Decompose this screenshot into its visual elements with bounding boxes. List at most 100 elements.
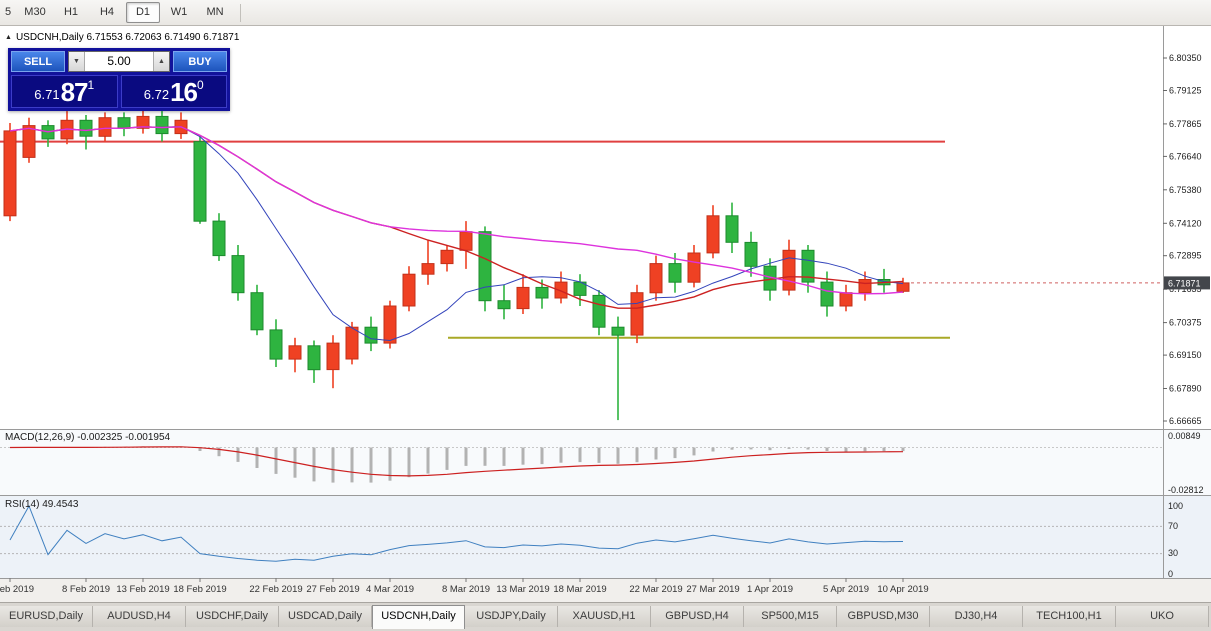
price-axis-label: 6.70375 bbox=[1169, 318, 1202, 328]
date-axis-label: 27 Mar 2019 bbox=[686, 584, 739, 595]
macd-signal-line bbox=[9, 446, 904, 477]
rsi-axis-label: 100 bbox=[1168, 501, 1183, 511]
price-axis-label: 6.76640 bbox=[1169, 151, 1202, 161]
chart-tab-xauusd-h1[interactable]: XAUUSD,H1 bbox=[558, 606, 651, 627]
date-axis-label: 1 Apr 2019 bbox=[747, 584, 793, 595]
macd-pane bbox=[0, 430, 1211, 496]
candle-body bbox=[592, 294, 606, 328]
current-price-tag bbox=[1164, 276, 1210, 290]
chart-tab-gbpusd-m30[interactable]: GBPUSD,M30 bbox=[837, 606, 930, 627]
date-axis-label: 4 Feb 2019 bbox=[0, 584, 34, 595]
date-axis-label: 22 Feb 2019 bbox=[249, 584, 302, 595]
price-axis-label: 6.77865 bbox=[1169, 119, 1202, 129]
candle-body bbox=[820, 281, 834, 307]
timeframe-m30[interactable]: M30 bbox=[24, 6, 46, 18]
macd-axis-label: -0.02812 bbox=[1168, 485, 1204, 495]
one-click-trading-panel: SELL ▼ 5.00 ▲ BUY 6.71 87 1 6.72 16 0 bbox=[8, 48, 230, 111]
timeframe-w1[interactable]: W1 bbox=[170, 6, 188, 18]
candle-body bbox=[535, 286, 549, 299]
collapse-triangle-icon: ▲ bbox=[5, 33, 12, 41]
candle-body bbox=[193, 141, 207, 222]
moving-average-line bbox=[9, 126, 904, 295]
chart-tab-usdjpy-daily[interactable]: USDJPY,Daily bbox=[465, 606, 558, 627]
chart-tab-usdcad-daily[interactable]: USDCAD,Daily bbox=[279, 606, 372, 627]
candle-body bbox=[858, 279, 872, 294]
candle-body bbox=[782, 249, 796, 291]
date-axis-label: 8 Feb 2019 bbox=[62, 584, 110, 595]
chart-tab-usdchf-daily[interactable]: USDCHF,Daily bbox=[186, 606, 279, 627]
time-axis-strip bbox=[0, 578, 1211, 602]
chart-tab-audusd-h4[interactable]: AUDUSD,H4 bbox=[93, 606, 186, 627]
rsi-line bbox=[9, 504, 904, 562]
candle-body bbox=[307, 345, 321, 371]
candle-body bbox=[117, 117, 131, 129]
price-axis-label: 6.66665 bbox=[1169, 416, 1202, 426]
ask-price-quote[interactable]: 6.72 16 0 bbox=[120, 75, 227, 108]
timeframe-h1[interactable]: H1 bbox=[63, 6, 79, 18]
timeframe-toolbar: 5 M30 H1 H4 D1 W1 MN bbox=[0, 0, 1211, 26]
candle-body bbox=[22, 125, 36, 158]
chart-tab-sp500-m15[interactable]: SP500,M15 bbox=[744, 606, 837, 627]
date-axis-label: 10 Apr 2019 bbox=[877, 584, 928, 595]
chart-tab-eurusd-daily[interactable]: EURUSD,Daily bbox=[0, 606, 93, 627]
candle-body bbox=[136, 115, 150, 129]
buy-button[interactable]: BUY bbox=[173, 51, 227, 72]
volume-increase-icon[interactable]: ▲ bbox=[153, 52, 169, 71]
candle-body bbox=[687, 252, 701, 283]
sell-button[interactable]: SELL bbox=[11, 51, 65, 72]
date-axis-label: 13 Feb 2019 bbox=[116, 584, 169, 595]
candle-body bbox=[421, 263, 435, 275]
candle-body bbox=[725, 215, 739, 243]
candle-body bbox=[212, 220, 226, 257]
date-axis-label: 13 Mar 2019 bbox=[496, 584, 549, 595]
macd-axis-label: 0.00849 bbox=[1168, 431, 1201, 441]
volume-spinner: ▼ 5.00 ▲ bbox=[68, 51, 170, 72]
date-axis-label: 27 Feb 2019 bbox=[306, 584, 359, 595]
toolbar-separator bbox=[240, 3, 241, 22]
candle-body bbox=[668, 263, 682, 283]
candle-body bbox=[3, 130, 17, 217]
candle-body bbox=[364, 326, 378, 344]
timeframe-h4[interactable]: H4 bbox=[99, 6, 115, 18]
price-axis-label: 6.80350 bbox=[1169, 53, 1202, 63]
candle-body bbox=[649, 263, 663, 294]
symbol-ohlc-text: USDCNH,Daily 6.71553 6.72063 6.71490 6.7… bbox=[15, 32, 240, 43]
rsi-pane bbox=[0, 496, 1211, 578]
price-axis-label: 6.69150 bbox=[1169, 350, 1202, 360]
date-axis-label: 18 Feb 2019 bbox=[173, 584, 226, 595]
chart-canvas[interactable]: 0.00849 -0.02812 100 70 30 0 6.80350 6.79125 6.7… bbox=[0, 26, 1211, 602]
candle-body bbox=[478, 231, 492, 302]
candle-body bbox=[554, 281, 568, 299]
candle-body bbox=[231, 255, 245, 294]
candle-body bbox=[706, 215, 720, 254]
price-axis-label: 6.75380 bbox=[1169, 185, 1202, 195]
chart-title: ▲ USDCNH,Daily 6.71553 6.72063 6.71490 6… bbox=[5, 32, 239, 43]
chart-tab-gbpusd-h4[interactable]: GBPUSD,H4 bbox=[651, 606, 744, 627]
bid-price-quote[interactable]: 6.71 87 1 bbox=[11, 75, 118, 108]
timeframe-m5[interactable]: 5 bbox=[4, 6, 12, 18]
volume-input[interactable]: 5.00 bbox=[107, 54, 131, 68]
volume-decrease-icon[interactable]: ▼ bbox=[69, 52, 85, 71]
bid-price-prefix: 6.71 bbox=[34, 87, 60, 102]
chart-area: 0.00849 -0.02812 100 70 30 0 6.80350 6.79125 6.7… bbox=[0, 26, 1211, 602]
bid-price-big-digits: 87 bbox=[60, 77, 89, 107]
chart-tab-usdcnh-daily[interactable]: USDCNH,Daily bbox=[372, 605, 465, 629]
timeframe-mn[interactable]: MN bbox=[206, 6, 224, 18]
price-axis-label: 6.79125 bbox=[1169, 86, 1202, 96]
date-axis-label: 5 Apr 2019 bbox=[823, 584, 869, 595]
candle-body bbox=[839, 292, 853, 307]
current-price-tag-label: 6.71871 bbox=[1168, 278, 1201, 288]
chart-tab-uko[interactable]: UKO bbox=[1116, 606, 1209, 627]
price-axis-label: 6.72895 bbox=[1169, 251, 1202, 261]
chart-tab-dj30-h4[interactable]: DJ30,H4 bbox=[930, 606, 1023, 627]
candle-body bbox=[288, 345, 302, 360]
candle-body bbox=[630, 292, 644, 336]
candle-body bbox=[383, 305, 397, 344]
candle-body bbox=[896, 282, 910, 292]
candle-body bbox=[459, 231, 473, 251]
timeframe-d1[interactable]: D1 bbox=[126, 2, 160, 23]
candle-body bbox=[801, 249, 815, 283]
candle-body bbox=[155, 115, 169, 135]
ask-price-pip-digit: 0 bbox=[197, 78, 204, 92]
chart-tab-tech100-h1[interactable]: TECH100,H1 bbox=[1023, 606, 1116, 627]
